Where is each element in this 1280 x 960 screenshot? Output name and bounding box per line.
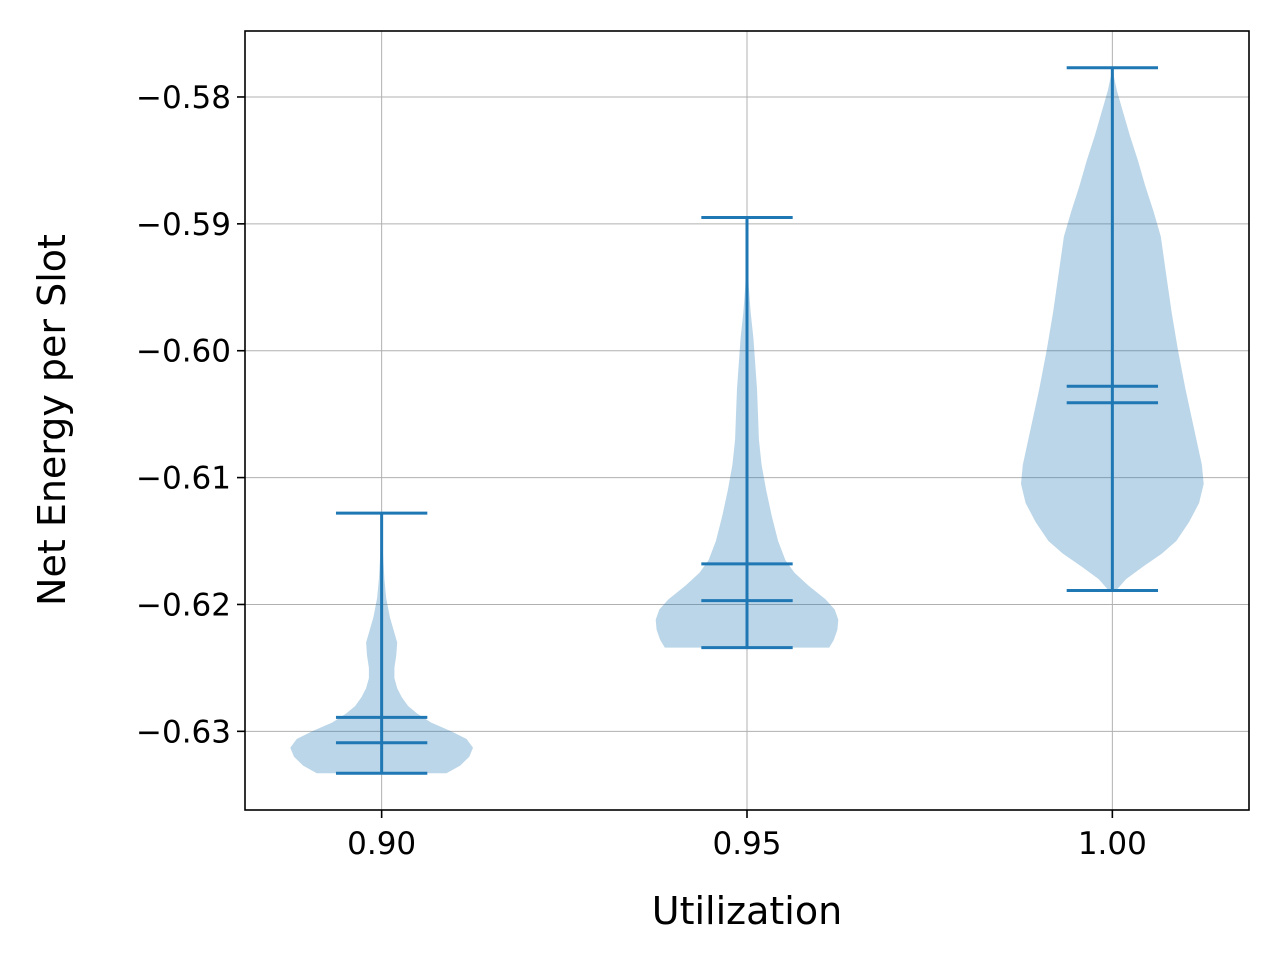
y-tick-label: −0.61	[136, 461, 231, 497]
violin-group	[1021, 66, 1204, 593]
x-tick-label: 1.00	[1078, 826, 1147, 862]
y-tick-label: −0.58	[136, 80, 231, 116]
violin-group	[655, 216, 839, 650]
y-tick-label: −0.62	[136, 587, 231, 623]
violins	[290, 66, 1204, 775]
y-tick-label: −0.60	[136, 334, 231, 370]
y-tick-label: −0.63	[136, 714, 231, 750]
y-axis-label: Net Energy per Slot	[30, 234, 74, 606]
ticks: 0.90 0.95 1.00 −0.58 −0.59 −0.60 −0.61 −0.62 −0.…	[136, 80, 1147, 862]
x-tick-label: 0.95	[712, 826, 781, 862]
x-tick-label: 0.90	[347, 826, 416, 862]
y-tick-label: −0.59	[136, 207, 231, 243]
violin-group	[290, 511, 473, 775]
x-axis-label: Utilization	[652, 889, 842, 933]
